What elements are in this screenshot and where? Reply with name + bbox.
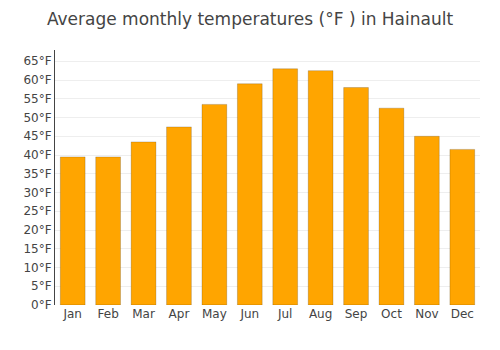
svg-text:Jan: Jan <box>62 307 82 321</box>
svg-text:60°F: 60°F <box>23 73 51 87</box>
svg-text:Nov: Nov <box>415 307 438 321</box>
svg-text:30°F: 30°F <box>23 186 51 200</box>
svg-text:50°F: 50°F <box>23 111 51 125</box>
svg-text:Jul: Jul <box>277 307 292 321</box>
svg-text:Oct: Oct <box>381 307 402 321</box>
svg-text:5°F: 5°F <box>31 279 52 293</box>
svg-text:Sep: Sep <box>345 307 368 321</box>
svg-text:Jun: Jun <box>239 307 259 321</box>
svg-text:Average monthly temperatures (: Average monthly temperatures (°F ) in Ha… <box>47 9 454 29</box>
svg-text:Dec: Dec <box>451 307 474 321</box>
svg-text:May: May <box>202 307 227 321</box>
svg-text:45°F: 45°F <box>23 129 51 143</box>
svg-text:20°F: 20°F <box>23 223 51 237</box>
svg-text:25°F: 25°F <box>23 204 51 218</box>
svg-text:0°F: 0°F <box>31 298 52 312</box>
svg-text:Aug: Aug <box>309 307 332 321</box>
svg-text:10°F: 10°F <box>23 261 51 275</box>
svg-text:55°F: 55°F <box>23 92 51 106</box>
svg-text:65°F: 65°F <box>23 54 51 68</box>
svg-text:40°F: 40°F <box>23 148 51 162</box>
svg-text:Apr: Apr <box>169 307 190 321</box>
svg-text:35°F: 35°F <box>23 167 51 181</box>
svg-text:15°F: 15°F <box>23 242 51 256</box>
svg-text:Feb: Feb <box>98 307 119 321</box>
svg-text:Mar: Mar <box>132 307 155 321</box>
